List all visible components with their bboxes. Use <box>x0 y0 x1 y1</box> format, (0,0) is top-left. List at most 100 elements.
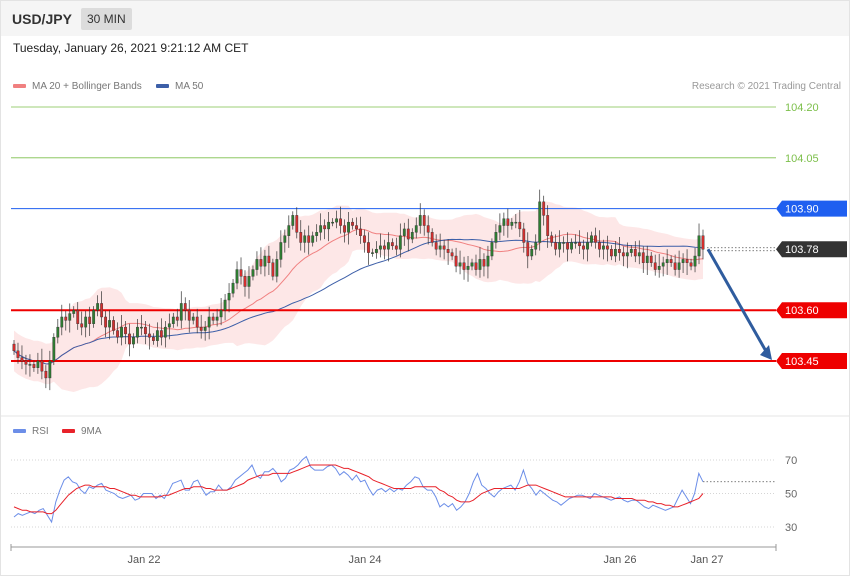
target-level-label: 104.20 <box>785 102 819 114</box>
candle-body <box>116 330 119 338</box>
rsi-ma-line <box>13 464 704 515</box>
legend-ma50: MA 50 <box>156 81 203 92</box>
candle-body <box>418 215 422 226</box>
candle-body <box>482 259 486 267</box>
candle-body <box>56 326 60 338</box>
copyright-note: Research © 2021 Trading Central <box>691 81 841 92</box>
candle-body <box>514 221 518 224</box>
candle-body <box>526 242 530 257</box>
support-level-label: 103.60 <box>785 305 819 317</box>
candle-body <box>375 249 378 253</box>
rsi-legend-label: RSI <box>32 426 49 437</box>
candle-body <box>446 249 450 253</box>
candle-body <box>550 235 554 243</box>
candle-body <box>347 221 350 233</box>
candle-body <box>474 262 478 270</box>
candle-body <box>633 249 637 257</box>
chart-timestamp: Tuesday, January 26, 2021 9:21:12 AM CET <box>13 41 249 55</box>
candle-body <box>343 225 346 233</box>
candle-body <box>144 326 147 335</box>
candle-body <box>319 225 323 233</box>
candle-body <box>155 330 159 341</box>
candle-body <box>331 221 335 224</box>
candle-body <box>64 316 68 321</box>
x-tick-label: Jan 26 <box>603 554 636 566</box>
candle-body <box>167 323 171 328</box>
candle-body <box>669 259 673 263</box>
candle-body <box>203 326 207 331</box>
current-price-label: 103.78 <box>785 244 819 256</box>
candle-body <box>657 265 661 270</box>
candle-body <box>68 313 72 321</box>
candle-body <box>494 232 498 243</box>
candle-body <box>566 242 569 250</box>
candle-body <box>96 303 100 311</box>
candle-body <box>132 337 135 345</box>
ma50-swatch <box>156 84 169 89</box>
rsi-tick-label: 70 <box>785 455 797 467</box>
x-tick-label: Jan 27 <box>690 554 723 566</box>
candle-body <box>80 323 84 328</box>
candle-body <box>434 242 438 250</box>
candle-body <box>271 262 275 277</box>
ma50-legend-label: MA 50 <box>175 81 204 92</box>
candle-body <box>673 262 677 270</box>
candle-body <box>243 276 247 287</box>
candle-body <box>367 242 370 253</box>
timeframe-badge[interactable]: 30 MIN <box>81 8 132 30</box>
candle-body <box>394 245 398 250</box>
candle-body <box>12 343 16 352</box>
candle-body <box>645 255 649 263</box>
candle-body <box>267 255 271 263</box>
candle-body <box>689 262 693 267</box>
candle-body <box>24 360 28 365</box>
x-tick-label: Jan 24 <box>348 554 381 566</box>
candle-body <box>410 232 414 240</box>
candle-body <box>450 252 454 257</box>
candle-body <box>379 245 382 250</box>
candle-body <box>466 265 470 270</box>
candle-body <box>20 357 24 362</box>
ma20-legend-label: MA 20 + Bollinger Bands <box>32 81 142 92</box>
candle-body <box>175 316 179 321</box>
candle-body <box>100 303 104 318</box>
candle-body <box>382 245 386 250</box>
candle-body <box>363 235 366 243</box>
candle-body <box>693 255 697 267</box>
candle-body <box>104 316 107 328</box>
legend-ma20: MA 20 + Bollinger Bands <box>13 81 142 92</box>
candle-body <box>470 262 474 267</box>
candle-body <box>231 282 235 294</box>
candle-body <box>287 225 291 236</box>
candle-body <box>486 255 490 267</box>
candle-body <box>414 225 418 233</box>
candle-body <box>163 326 167 338</box>
candle-body <box>574 242 577 244</box>
candle-body <box>402 228 406 236</box>
candle-body <box>637 252 641 257</box>
candle-body <box>311 235 315 243</box>
candle-body <box>438 245 442 250</box>
candle-body <box>701 235 705 250</box>
candle-body <box>582 245 585 250</box>
candle-body <box>554 242 558 250</box>
candle-body <box>247 276 251 287</box>
candle-body <box>570 242 573 250</box>
legend-rsi: RSI <box>13 426 49 437</box>
candle-body <box>323 225 327 230</box>
candle-body <box>199 326 203 331</box>
candle-body <box>546 215 550 236</box>
candle-body <box>44 370 48 379</box>
candle-body <box>235 269 239 284</box>
candle-body <box>594 235 597 243</box>
candle-body <box>151 337 155 341</box>
candle-body <box>303 235 307 243</box>
candle-body <box>195 316 199 328</box>
candle-body <box>187 310 191 321</box>
resistance-level-tag <box>776 200 847 217</box>
candle-body <box>578 242 581 247</box>
candle-body <box>159 330 163 338</box>
candle-body <box>16 350 20 358</box>
rsi-tick-label: 50 <box>785 489 797 501</box>
candle-body <box>28 364 32 366</box>
